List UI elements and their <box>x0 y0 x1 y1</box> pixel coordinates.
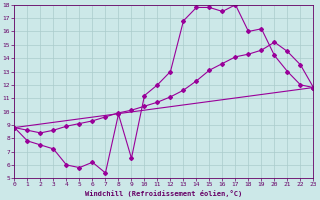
X-axis label: Windchill (Refroidissement éolien,°C): Windchill (Refroidissement éolien,°C) <box>85 190 243 197</box>
